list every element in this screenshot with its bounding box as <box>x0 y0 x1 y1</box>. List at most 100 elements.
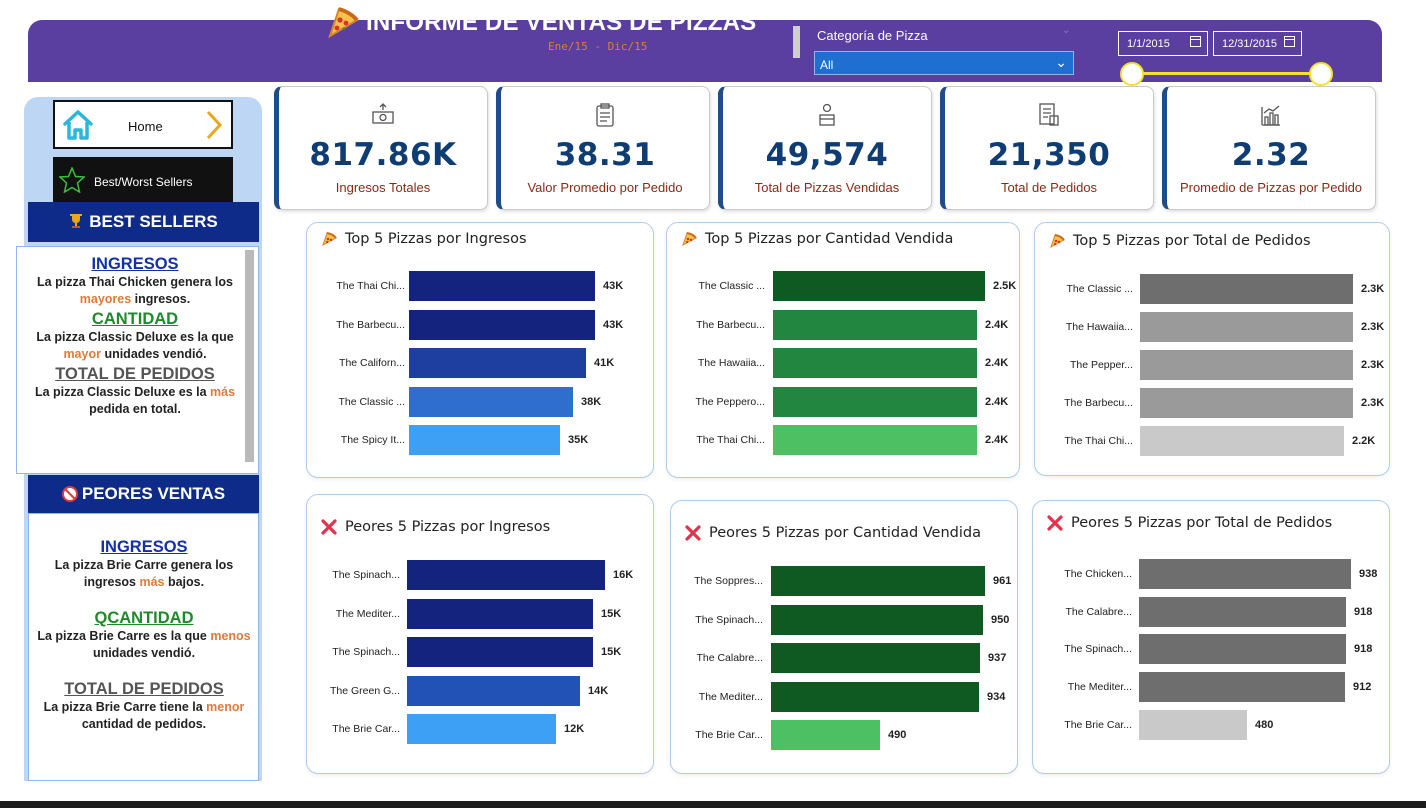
chart-data-label: 934 <box>987 690 1006 703</box>
chart-bar[interactable] <box>773 309 977 340</box>
chart-bar[interactable] <box>1140 388 1353 418</box>
insight-text-start: La pizza Classic Deluxe es la <box>34 385 211 399</box>
chart-category-label: The Hawaiia... <box>697 357 765 369</box>
chart-bar[interactable] <box>409 309 595 340</box>
chart-title-text: Top 5 Pizzas por Ingresos <box>345 231 527 247</box>
chart-category-label: The Spinach... <box>695 613 763 626</box>
chart-category-label: The Green G... <box>329 684 400 697</box>
chart-bar[interactable] <box>771 720 880 750</box>
insight-text-end: ingresos. <box>131 292 191 306</box>
chart-bar[interactable] <box>407 637 593 667</box>
chart-card: Peores 5 Pizzas por Ingresos The Spinach.… <box>306 494 654 774</box>
chart-category-label: The Classic ... <box>1066 283 1133 295</box>
chart-bar-row: The Hawaiia... 2.3K <box>1035 312 1391 342</box>
chart-bar[interactable] <box>409 271 595 301</box>
chart-category-label: The Calabre... <box>1065 605 1132 618</box>
pizza-icon <box>1050 234 1065 249</box>
chart-bar[interactable] <box>773 271 985 301</box>
x-icon <box>685 525 701 541</box>
chart-bar[interactable] <box>773 348 977 378</box>
chart-bar[interactable] <box>771 566 985 596</box>
kpi-card: 38.31 Valor Promedio por Pedido <box>496 86 710 210</box>
chart-data-label: 918 <box>1354 605 1373 618</box>
insight-highlight: mayor <box>63 347 101 361</box>
insight-text-end: cantidad de pedidos. <box>81 717 207 731</box>
chart-bar[interactable] <box>407 714 556 744</box>
star-icon <box>59 167 85 193</box>
home-button[interactable]: Home <box>53 100 233 149</box>
chart-bar[interactable] <box>771 604 983 635</box>
insight-highlight: menos <box>210 629 251 643</box>
insight-text: La pizza Thai Chicken genera los mayores… <box>25 274 245 308</box>
chart-category-label: The Californ... <box>339 357 405 369</box>
chart-bar[interactable] <box>409 348 586 378</box>
calendar-icon[interactable] <box>1190 36 1201 47</box>
trophy-icon <box>70 214 83 228</box>
chart-bar[interactable] <box>773 425 977 455</box>
chart-bar[interactable] <box>1140 426 1344 456</box>
chart-category-label: The Spinach... <box>332 569 400 581</box>
chart-bar[interactable] <box>409 425 560 455</box>
chart-bar-row: The Barbecu... 2.4K <box>667 309 1021 340</box>
date-start-value: 1/1/2015 <box>1127 38 1170 50</box>
chart-bar[interactable] <box>773 386 977 417</box>
chart-bar[interactable] <box>409 386 573 417</box>
chart-bar[interactable] <box>1140 350 1353 380</box>
kpi-value: 21,350 <box>987 137 1111 173</box>
chart-data-label: 2.3K <box>1361 283 1385 295</box>
chart-category-label: The Classic ... <box>338 395 405 408</box>
date-end-input[interactable]: 12/31/2015 <box>1213 31 1302 56</box>
chart-bar[interactable] <box>407 560 605 590</box>
worst-sellers-header: PEORES VENTAS <box>28 475 259 513</box>
date-range-slider[interactable] <box>1132 72 1322 75</box>
chart-category-label: The Mediter... <box>335 607 400 620</box>
kpi-label: Total de Pizzas Vendidas <box>754 180 900 195</box>
chart-bar[interactable] <box>1139 709 1247 740</box>
category-filter-dropdown[interactable]: All ⌄ <box>814 51 1074 75</box>
chart-data-label: 2.4K <box>985 395 1009 408</box>
date-start-input[interactable]: 1/1/2015 <box>1118 31 1208 56</box>
insight-text: La pizza Brie Carre genera los ingresos … <box>33 557 255 591</box>
chart-bar[interactable] <box>407 598 593 629</box>
chart-category-label: The Calabre... <box>696 652 763 664</box>
slider-end-handle[interactable] <box>1309 62 1333 86</box>
chart-bar[interactable] <box>1139 634 1346 665</box>
best-sellers-scrollbar[interactable] <box>245 250 254 462</box>
chart-bar[interactable] <box>771 643 980 673</box>
chart-category-label: The Thai Chi... <box>336 280 405 292</box>
chart-bar[interactable] <box>1139 672 1345 703</box>
chart-bar[interactable] <box>407 675 580 706</box>
chevron-down-icon[interactable]: ⌄ <box>1062 25 1071 36</box>
report-title-group: INFORME DE VENTAS DE PIZZAS <box>326 6 756 40</box>
chart-category-label: The Brie Car... <box>695 729 763 741</box>
calendar-icon[interactable] <box>1284 36 1295 47</box>
insight-text-end: pedida en total. <box>89 402 181 416</box>
insight-block: INGRESOS La pizza Brie Carre genera los i… <box>33 538 255 591</box>
chart-title-text: Top 5 Pizzas por Total de Pedidos <box>1073 233 1311 249</box>
chart-bar-row: The Barbecu... 43K <box>307 309 655 340</box>
chart-bar[interactable] <box>771 681 979 712</box>
chart-bar-row: The Hawaiia... 2.4K <box>667 348 1021 378</box>
insight-text-end: bajos. <box>164 575 205 589</box>
best-worst-sellers-button[interactable]: Best/Worst Sellers <box>53 157 233 203</box>
insight-heading: TOTAL DE PEDIDOS <box>64 680 224 698</box>
chart-category-label: The Brie Car... <box>332 723 400 735</box>
chart-data-label: 480 <box>1255 718 1274 731</box>
chart-title-text: Top 5 Pizzas por Cantidad Vendida <box>705 231 954 247</box>
chart-bar-row: The Spinach... 16K <box>307 560 655 590</box>
chart-bar-row: The Pepper... 2.3K <box>1035 350 1391 380</box>
best-sellers-text: INGRESOS La pizza Thai Chicken genera los… <box>25 255 245 418</box>
slider-start-handle[interactable] <box>1120 62 1144 86</box>
chart-category-label: The Thai Chi... <box>1064 435 1133 447</box>
chart-bar[interactable] <box>1139 559 1351 589</box>
chart-category-label: The Hawaiia... <box>1065 321 1133 333</box>
chart-bar[interactable] <box>1139 596 1346 627</box>
best-sellers-title: BEST SELLERS <box>89 212 218 231</box>
insight-text-end: unidades vendió. <box>92 646 196 660</box>
chart-category-label: The Spicy It... <box>340 434 405 446</box>
chart-bar[interactable] <box>1140 274 1353 304</box>
chart-bar-row: The Soppres... 961 <box>671 566 1019 596</box>
delivery-icon <box>819 103 835 126</box>
chart-data-label: 43K <box>603 280 624 292</box>
chart-bar[interactable] <box>1140 312 1353 342</box>
